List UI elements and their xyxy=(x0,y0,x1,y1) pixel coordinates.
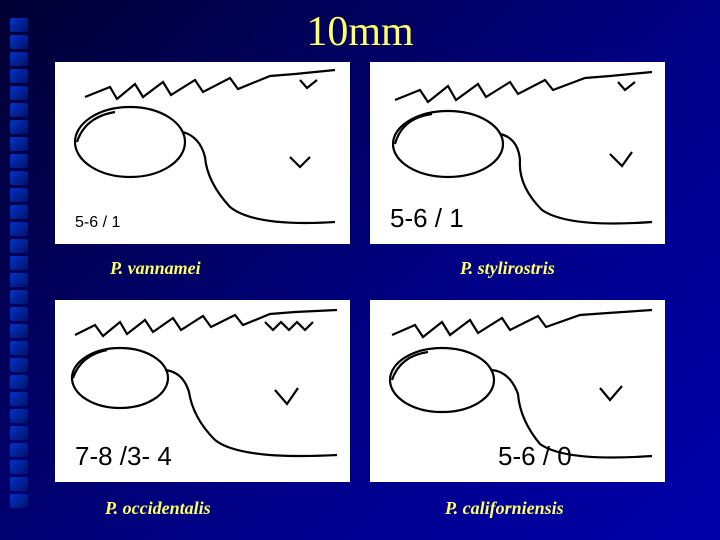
sidebar-square xyxy=(10,239,28,253)
panel-stylirostris: 5-6 / 1 xyxy=(370,62,665,244)
decorative-sidebar xyxy=(10,18,28,518)
sidebar-square xyxy=(10,460,28,474)
sidebar-square xyxy=(10,18,28,32)
sidebar-square xyxy=(10,103,28,117)
ratio-text: 5-6 / 1 xyxy=(390,203,464,234)
ratio-text: 5-6 / 1 xyxy=(75,214,120,232)
sidebar-square xyxy=(10,290,28,304)
sidebar-square xyxy=(10,205,28,219)
sidebar-square xyxy=(10,256,28,270)
panel-californiensis: 5-6 / 0 xyxy=(370,300,665,482)
sidebar-square xyxy=(10,494,28,508)
sidebar-square xyxy=(10,154,28,168)
caption-occidentalis: P. occidentalis xyxy=(105,498,211,519)
sidebar-square xyxy=(10,52,28,66)
sidebar-square xyxy=(10,358,28,372)
sidebar-square xyxy=(10,409,28,423)
sidebar-square xyxy=(10,171,28,185)
sidebar-square xyxy=(10,273,28,287)
slide-title: 10mm xyxy=(306,8,413,56)
sidebar-square xyxy=(10,188,28,202)
sidebar-square xyxy=(10,35,28,49)
sidebar-square xyxy=(10,222,28,236)
caption-vannamei: P. vannamei xyxy=(110,258,201,279)
sidebar-square xyxy=(10,86,28,100)
sidebar-square xyxy=(10,324,28,338)
sidebar-square xyxy=(10,137,28,151)
sidebar-square xyxy=(10,341,28,355)
sidebar-square xyxy=(10,120,28,134)
sidebar-square xyxy=(10,375,28,389)
sidebar-square xyxy=(10,392,28,406)
panel-vannamei: 5-6 / 1 xyxy=(55,62,350,244)
sidebar-square xyxy=(10,426,28,440)
caption-stylirostris: P. stylirostris xyxy=(460,258,555,279)
panel-occidentalis: 7-8 /3- 4 xyxy=(55,300,350,482)
caption-californiensis: P. californiensis xyxy=(445,498,564,519)
sidebar-square xyxy=(10,69,28,83)
ratio-text: 7-8 /3- 4 xyxy=(75,441,172,472)
ratio-text: 5-6 / 0 xyxy=(498,441,572,472)
sidebar-square xyxy=(10,477,28,491)
sidebar-square xyxy=(10,307,28,321)
sidebar-square xyxy=(10,443,28,457)
